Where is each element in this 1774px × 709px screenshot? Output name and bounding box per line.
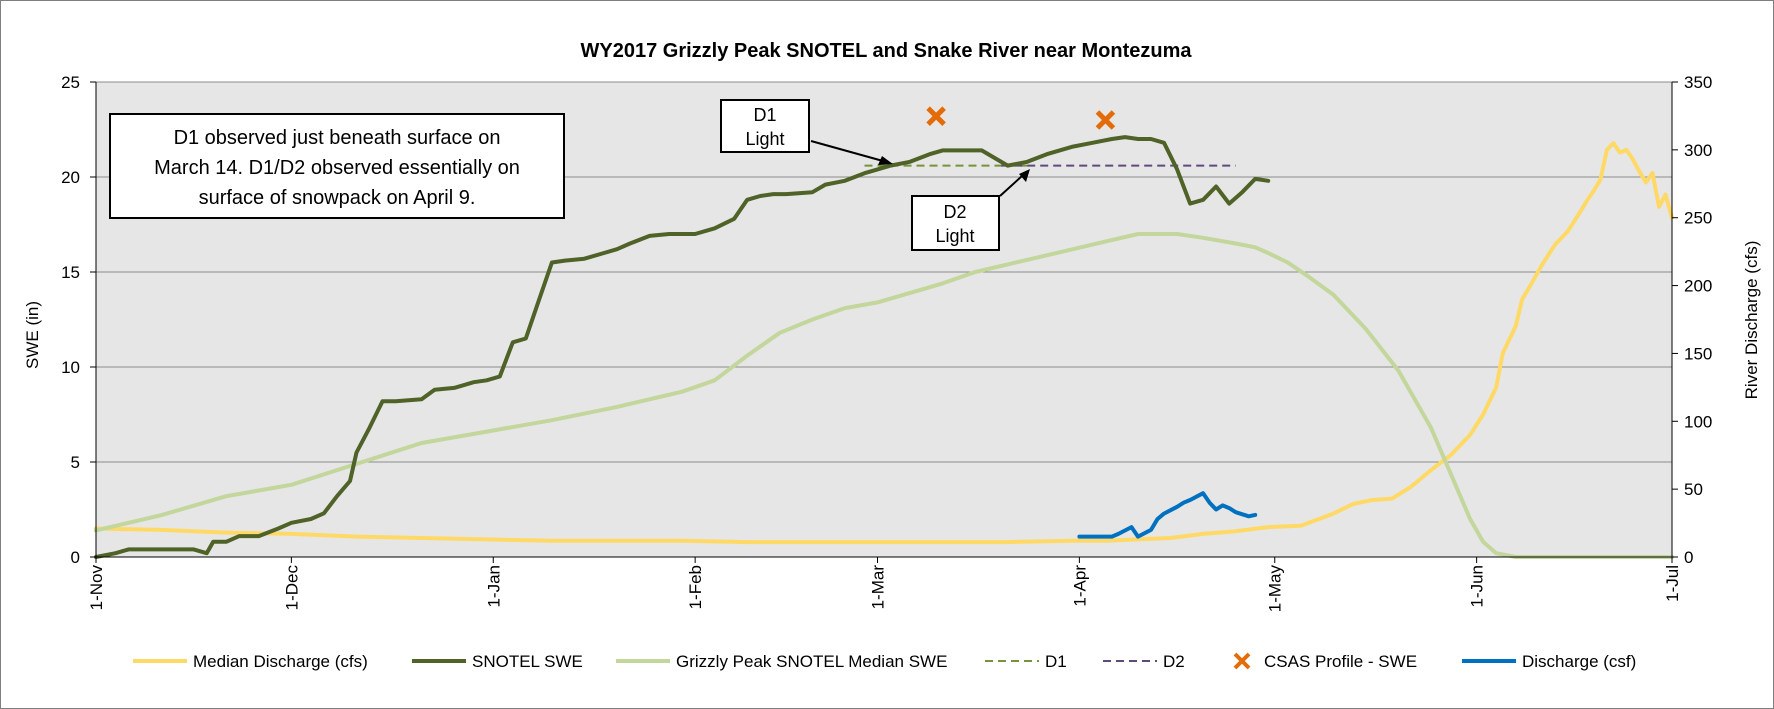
y-tick-label-left: 25 <box>61 73 80 92</box>
legend-swatch-x <box>1233 652 1251 670</box>
legend-item-d2: D2 <box>1103 652 1185 671</box>
annotation-d2-line2: Light <box>935 226 974 246</box>
legend-label: Grizzly Peak SNOTEL Median SWE <box>676 652 947 671</box>
gridlines <box>96 81 1672 463</box>
chart-title: WY2017 Grizzly Peak SNOTEL and Snake Riv… <box>581 40 1193 62</box>
y-tick-label-right: 250 <box>1684 209 1712 228</box>
legend-item-csas-profile-swe: CSAS Profile - SWE <box>1233 652 1417 671</box>
snotel-swe-line <box>94 135 1271 559</box>
annotation-note-line1: D1 observed just beneath surface on <box>174 127 501 149</box>
annotation-note-line2: March 14. D1/D2 observed essentially on <box>154 157 520 179</box>
csas-marker-stroke <box>1095 110 1116 130</box>
x-tick-label: 1-Feb <box>686 565 705 609</box>
discharge-csf-line <box>1077 491 1258 539</box>
y-tick-label-right: 150 <box>1684 344 1712 363</box>
legend-label: CSAS Profile - SWE <box>1264 652 1417 671</box>
y-tick-label-left: 15 <box>61 263 80 282</box>
legend-item-discharge-csf: Discharge (csf) <box>1462 652 1636 671</box>
y-tick-label-left: 0 <box>71 548 80 567</box>
y-tick-label-left: 5 <box>71 453 80 472</box>
annotation-d1: D1 Light <box>720 99 893 165</box>
y-tick-label-right: 50 <box>1684 480 1703 499</box>
annotation-d2-arrow <box>999 175 1023 197</box>
x-tick-label: 1-Apr <box>1070 565 1089 607</box>
legend-item-median-discharge-cfs: Median Discharge (cfs) <box>133 652 368 671</box>
legend-label: D2 <box>1163 652 1185 671</box>
annotation-note-line3: surface of snowpack on April 9. <box>199 187 476 209</box>
x-tick-label: 1-Jan <box>484 565 503 608</box>
annotation-d1-line1: D1 <box>753 105 776 125</box>
legend-label: D1 <box>1045 652 1067 671</box>
annotation-d2-arrowhead <box>1019 169 1030 182</box>
x-tick-label: 1-Dec <box>282 565 301 611</box>
annotation-d2: D2 Light <box>911 169 1030 251</box>
y-tick-label-left: 10 <box>61 358 80 377</box>
legend-label: SNOTEL SWE <box>472 652 583 671</box>
x-tick-label: 1-Jun <box>1468 565 1487 608</box>
y-axis-left-label: SWE (in) <box>23 301 42 369</box>
legend-item-grizzly-peak-snotel-median-swe: Grizzly Peak SNOTEL Median SWE <box>616 652 947 671</box>
annotation-d1-line2: Light <box>745 129 784 149</box>
legend: Median Discharge (cfs) SNOTEL SWE Grizzly … <box>133 652 1636 671</box>
legend-item-snotel-swe: SNOTEL SWE <box>412 652 583 671</box>
annotation-d1-arrow <box>810 140 884 162</box>
x-tick-label: 1-Mar <box>868 565 887 610</box>
annotation-note: D1 observed just beneath surface on Marc… <box>109 113 565 219</box>
y-axis-right-label: River Discharge (cfs) <box>1742 241 1761 400</box>
annotation-note-box <box>109 113 565 219</box>
y-tick-label-right: 300 <box>1684 141 1712 160</box>
median-discharge-cfs-line <box>94 141 1674 545</box>
grizzly-peak-snotel-median-swe-line <box>94 232 1674 559</box>
legend-item-d1: D1 <box>985 652 1067 671</box>
y-tick-label-right: 0 <box>1684 548 1693 567</box>
x-tick-label: 1-Nov <box>87 565 106 611</box>
annotation-d1-box <box>720 99 810 153</box>
csas-point <box>926 106 946 126</box>
y-tick-label-right: 100 <box>1684 412 1712 431</box>
y-tick-label-right: 200 <box>1684 277 1712 296</box>
x-tick-label: 1-Jul <box>1663 565 1682 602</box>
legend-label: Median Discharge (cfs) <box>193 652 368 671</box>
annotation-d2-box <box>911 195 1000 251</box>
x-tick-label: 1-May <box>1266 565 1285 613</box>
legend-label: Discharge (csf) <box>1522 652 1636 671</box>
y-tick-label-right: 350 <box>1684 73 1712 92</box>
annotation-d2-line1: D2 <box>943 202 966 222</box>
series-layer <box>94 106 1674 559</box>
y-tick-label-left: 20 <box>61 168 80 187</box>
csas-point <box>1095 110 1116 130</box>
csas-marker-stroke <box>926 106 946 126</box>
annotation-d1-arrowhead <box>878 156 893 165</box>
